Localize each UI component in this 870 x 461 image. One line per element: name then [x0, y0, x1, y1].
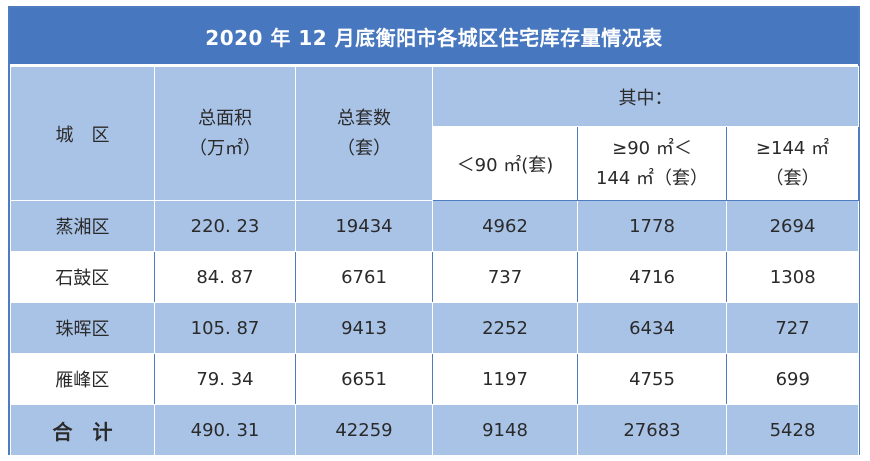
- cell-units: 9413: [295, 302, 433, 354]
- header-total-units-line2: （套）: [337, 137, 391, 159]
- table-row: 雁峰区 79. 34 6651 1197 4755 699: [10, 353, 859, 405]
- header-over-144-line2: （套）: [765, 167, 820, 189]
- total-area: 490. 31: [154, 404, 296, 456]
- header-90-to-144: ≥90 ㎡＜ 144 ㎡（套）: [577, 126, 727, 201]
- total-over-144: 5428: [725, 404, 860, 456]
- cell-90-to-144: 6434: [577, 302, 727, 354]
- cell-over-144: 699: [725, 353, 859, 405]
- table-title: 2020 年 12 月底衡阳市各城区住宅库存量情况表: [10, 8, 858, 64]
- total-label: 合 计: [10, 404, 155, 456]
- table-frame: 2020 年 12 月底衡阳市各城区住宅库存量情况表 城 区 总面积 （万㎡） …: [8, 6, 860, 456]
- table-row: 蒸湘区 220. 23 19434 4962 1778 2694: [10, 200, 860, 252]
- total-row: 合 计 490. 31 42259 9148 27683 5428: [10, 404, 860, 456]
- header-total-area: 总面积 （万㎡）: [154, 66, 296, 201]
- header-90-to-144-line2: 144 ㎡（套）: [595, 167, 709, 189]
- cell-over-144: 1308: [725, 251, 859, 303]
- cell-district: 雁峰区: [10, 353, 155, 405]
- cell-90-to-144: 1778: [577, 200, 727, 252]
- cell-area: 84. 87: [154, 251, 296, 303]
- cell-area: 220. 23: [154, 200, 296, 252]
- cell-under-90: 737: [432, 251, 578, 303]
- table-row: 石鼓区 84. 87 6761 737 4716 1308: [10, 251, 859, 303]
- cell-units: 6651: [295, 353, 433, 405]
- cell-area: 105. 87: [154, 302, 296, 354]
- header-over-144-line1: ≥144 ㎡: [755, 137, 830, 159]
- cell-over-144: 2694: [725, 200, 860, 252]
- cell-district: 珠晖区: [10, 302, 155, 354]
- total-under-90: 9148: [432, 404, 578, 456]
- cell-district: 蒸湘区: [10, 200, 155, 252]
- cell-under-90: 1197: [432, 353, 578, 405]
- table-row: 珠晖区 105. 87 9413 2252 6434 727: [10, 302, 860, 354]
- cell-90-to-144: 4716: [577, 251, 727, 303]
- cell-90-to-144: 4755: [577, 353, 727, 405]
- header-over-144: ≥144 ㎡ （套）: [725, 126, 860, 201]
- cell-over-144: 727: [725, 302, 860, 354]
- header-under-90: ＜90 ㎡(套): [432, 126, 578, 201]
- cell-under-90: 4962: [432, 200, 578, 252]
- header-total-area-line2: （万㎡）: [189, 137, 261, 159]
- cell-district: 石鼓区: [10, 251, 155, 303]
- cell-under-90: 2252: [432, 302, 578, 354]
- header-total-units: 总套数 （套）: [295, 66, 433, 201]
- header-total-units-line1: 总套数: [337, 107, 391, 129]
- header-district: 城 区: [10, 66, 155, 201]
- header-90-to-144-line1: ≥90 ㎡＜: [612, 137, 692, 159]
- inventory-table: 城 区 总面积 （万㎡） 总套数 （套） 其中： ＜90 ㎡(套) ≥90 ㎡＜…: [10, 66, 860, 456]
- header-of-which: 其中：: [431, 66, 860, 127]
- header-total-area-line1: 总面积: [198, 107, 252, 129]
- total-90-to-144: 27683: [577, 404, 727, 456]
- cell-units: 19434: [295, 200, 433, 252]
- cell-units: 6761: [295, 251, 433, 303]
- cell-area: 79. 34: [154, 353, 296, 405]
- total-units: 42259: [295, 404, 433, 456]
